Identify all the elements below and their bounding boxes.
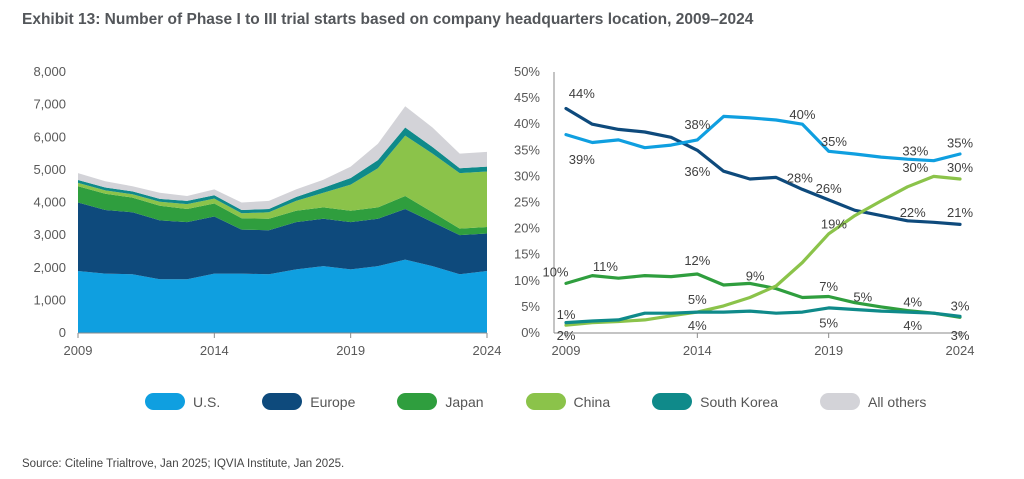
source-note: Source: Citeline Trialtrove, Jan 2025; I…	[22, 458, 345, 470]
x-tick-label: 2019	[814, 343, 843, 358]
y-tick-label: 2,000	[33, 260, 66, 275]
data-label: 19%	[821, 216, 847, 231]
data-label: 9%	[746, 269, 765, 284]
data-label: 22%	[900, 205, 926, 220]
y-tick-label: 10%	[514, 273, 540, 288]
legend-swatch	[397, 393, 438, 410]
chart-title: Exhibit 13: Number of Phase I to III tri…	[22, 11, 754, 28]
data-label: 5%	[819, 316, 838, 331]
y-tick-label: 45%	[514, 90, 540, 105]
data-label: 3%	[951, 298, 970, 313]
data-label: 4%	[903, 295, 922, 310]
data-label: 39%	[569, 152, 595, 167]
legend-item: All others	[819, 393, 927, 410]
data-label: 21%	[947, 205, 973, 220]
data-label: 28%	[787, 170, 813, 185]
area-japan	[78, 186, 487, 236]
x-tick-label: 2024	[473, 343, 502, 358]
data-label: 38%	[684, 117, 710, 132]
data-label: 26%	[816, 181, 842, 196]
legend-item: Europe	[262, 393, 355, 410]
y-tick-label: 4,000	[33, 195, 66, 210]
legend-item: Japan	[397, 393, 484, 410]
y-tick-label: 1,000	[33, 292, 66, 307]
legend-label: China	[573, 393, 611, 410]
line-china	[564, 174, 962, 327]
x-tick-label: 2014	[200, 343, 229, 358]
data-label: 10%	[542, 264, 568, 279]
data-label: 7%	[819, 279, 838, 294]
line-chart: 0%5%10%15%20%25%30%35%40%45%50%2009 2014 2…	[514, 64, 974, 358]
y-tick-label: 30%	[514, 168, 540, 183]
legend-item: U.S.	[145, 393, 220, 410]
stacked-area-chart: 0 1,000 2,000 3,000 4,000 5,000 6,000 7,000 8,00…	[33, 64, 501, 358]
data-label: 11%	[593, 259, 618, 274]
data-label: 30%	[947, 160, 973, 175]
legend-swatch	[262, 393, 303, 410]
data-label: 40%	[789, 107, 815, 122]
legend-swatch	[819, 393, 860, 410]
y-tick-label: 25%	[514, 195, 540, 210]
y-tick-label: 0	[59, 325, 66, 340]
data-label: 5%	[688, 292, 707, 307]
line-europe	[564, 106, 962, 226]
data-label: 36%	[684, 164, 710, 179]
y-tick-label: 8,000	[33, 64, 66, 79]
legend-swatch	[145, 393, 185, 410]
data-label: 5%	[853, 289, 872, 304]
x-tick-label: 2009	[64, 343, 93, 358]
data-label: 4%	[903, 318, 922, 333]
data-label: 33%	[902, 143, 928, 158]
data-label: 12%	[684, 253, 710, 268]
x-tick-label: 2014	[683, 343, 712, 358]
data-label: 1%	[557, 307, 576, 322]
x-tick-label: 2019	[336, 343, 365, 358]
y-tick-label: 3,000	[33, 227, 66, 242]
y-tick-label: 6,000	[33, 129, 66, 144]
legend-swatch	[525, 393, 566, 410]
legend-label: Europe	[310, 393, 356, 410]
x-tick-label: 2009	[552, 343, 581, 358]
legend-swatch	[652, 393, 693, 410]
y-tick-label: 5%	[521, 299, 540, 314]
y-tick-label: 35%	[514, 142, 540, 157]
legend: U.S. Europe Japan China South Korea All other…	[145, 393, 968, 410]
y-tick-label: 7,000	[33, 97, 66, 112]
legend-item: China	[525, 393, 611, 410]
area-u-s	[78, 259, 487, 333]
y-tick-label: 15%	[514, 247, 540, 262]
line-u-s	[564, 114, 962, 163]
y-tick-label: 5,000	[33, 162, 66, 177]
data-label: 3%	[951, 328, 970, 343]
legend-item: South Korea	[652, 393, 778, 410]
data-label: 35%	[821, 134, 847, 149]
line-japan	[564, 272, 962, 319]
y-tick-label: 40%	[514, 116, 540, 131]
x-tick-label: 2024	[946, 343, 975, 358]
data-label: 2%	[557, 328, 576, 343]
legend-label: South Korea	[700, 393, 778, 410]
data-label: 4%	[688, 318, 707, 333]
area-europe	[78, 202, 487, 280]
y-tick-label: 20%	[514, 221, 540, 236]
line-south-korea	[564, 306, 962, 325]
y-tick-label: 0%	[521, 325, 540, 340]
area-china	[78, 135, 487, 229]
data-label: 30%	[902, 160, 928, 175]
y-tick-label: 50%	[514, 64, 540, 79]
legend-label: All others	[867, 393, 927, 410]
legend-label: Japan	[445, 393, 484, 410]
data-label: 44%	[569, 86, 595, 101]
data-label: 35%	[947, 135, 973, 150]
legend-label: U.S.	[193, 393, 221, 410]
